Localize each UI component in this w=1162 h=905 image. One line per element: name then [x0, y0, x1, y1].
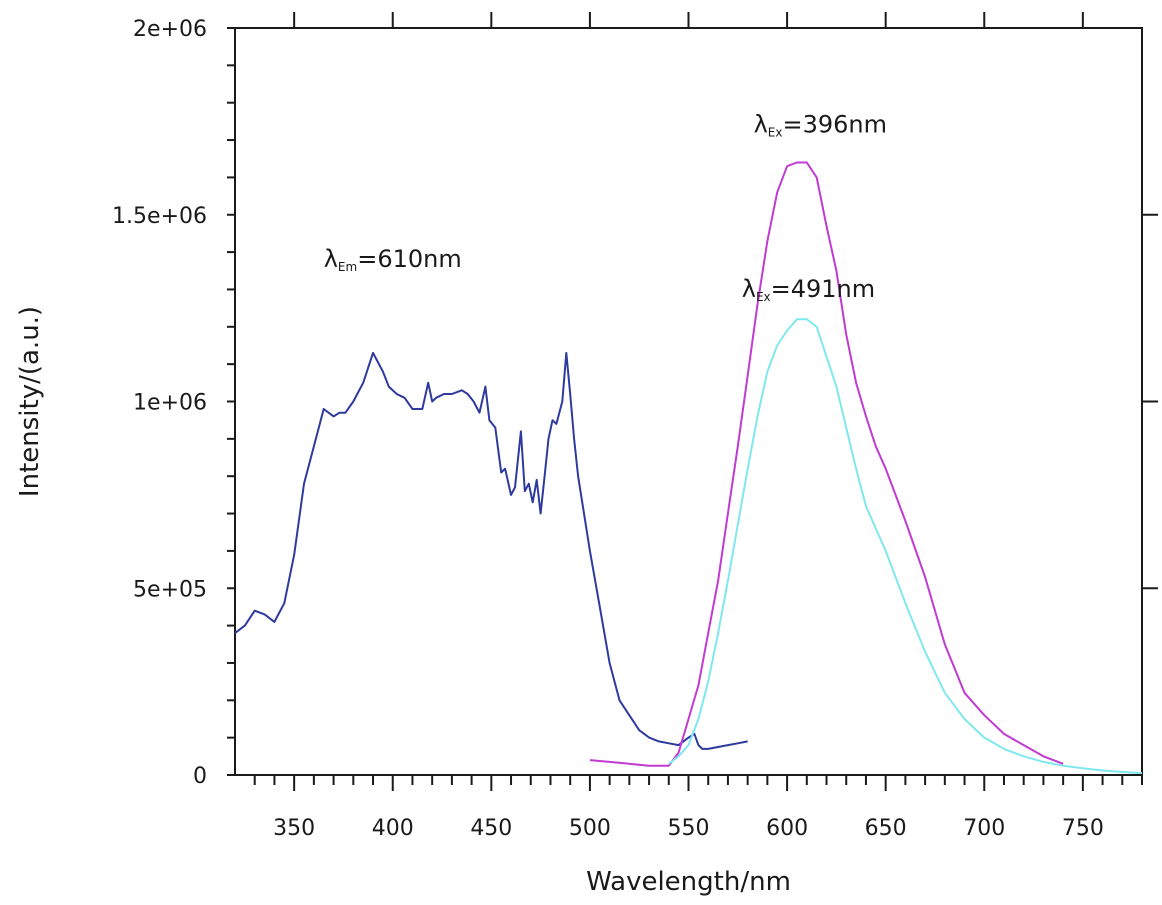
series-line-2	[668, 318, 1143, 775]
plot-frame	[234, 27, 1143, 776]
y-axis-title: Intensity/(a.u.)	[15, 306, 45, 497]
series-line-1	[589, 161, 1064, 767]
y-tick-label: 5e+05	[133, 577, 207, 602]
x-tick-label: 700	[963, 816, 1005, 841]
x-tick-label: 450	[470, 816, 512, 841]
y-tick-label: 2e+06	[133, 17, 207, 42]
series-line-0	[234, 351, 748, 750]
y-tick-label: 0	[193, 764, 207, 789]
series-lines	[234, 161, 1143, 775]
x-tick-label: 600	[766, 816, 808, 841]
x-axis-title: Wavelength/nm	[586, 867, 791, 897]
tick-labels: 350 400 450 500 550 600 650 700 750 0 5e+05 1e+06 1.…	[112, 17, 1104, 841]
x-tick-label: 650	[865, 816, 907, 841]
annotations: λEm=610nm λEx=396nm λEx=491nm	[324, 111, 887, 304]
x-tick-label: 400	[372, 816, 414, 841]
x-tick-label: 750	[1062, 816, 1104, 841]
annotation-label: λEx=491nm	[742, 275, 875, 304]
y-tick-label: 1e+06	[133, 391, 207, 416]
axis-ticks	[227, 12, 1158, 791]
annotation-label: λEx=396nm	[754, 111, 887, 140]
x-tick-label: 500	[569, 816, 611, 841]
y-tick-label: 1.5e+06	[112, 204, 207, 229]
annotation-label: λEm=610nm	[324, 245, 462, 274]
x-tick-label: 550	[668, 816, 710, 841]
x-tick-label: 350	[273, 816, 315, 841]
